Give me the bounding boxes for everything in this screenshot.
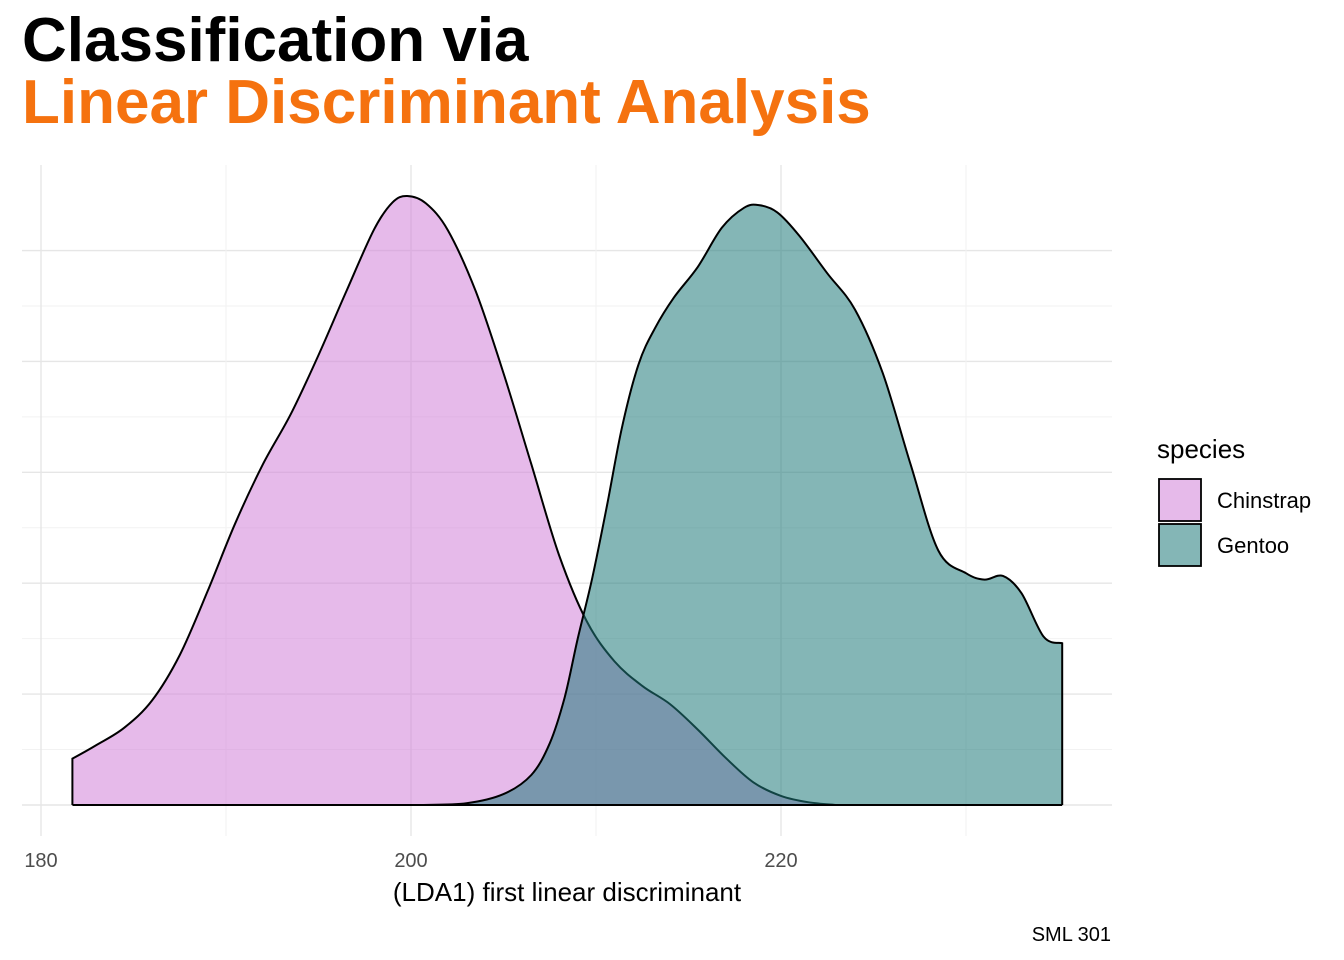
- legend: species Chinstrap Gentoo: [1157, 434, 1311, 567]
- caption: SML 301: [1032, 924, 1111, 946]
- x-tick-label: 180: [24, 850, 57, 872]
- legend-key-gentoo: [1158, 523, 1202, 567]
- legend-label-chinstrap: Chinstrap: [1217, 488, 1311, 513]
- x-tick-label: 200: [394, 850, 427, 872]
- chart-title: Classification via: [22, 6, 529, 75]
- density-area-gentoo: [420, 204, 1063, 805]
- density-outline-gentoo: [420, 203, 1064, 806]
- x-axis-title: (LDA1) first linear discriminant: [393, 877, 742, 907]
- density-areas: [71, 194, 1064, 806]
- x-axis-ticks: 180 200 220: [24, 850, 797, 872]
- density-area-chinstrap: [72, 195, 837, 805]
- chart-subtitle: Linear Discriminant Analysis: [22, 68, 871, 137]
- legend-label-gentoo: Gentoo: [1217, 533, 1289, 558]
- legend-title: species: [1157, 434, 1245, 464]
- x-tick-label: 220: [764, 850, 797, 872]
- legend-key-chinstrap: [1158, 478, 1202, 522]
